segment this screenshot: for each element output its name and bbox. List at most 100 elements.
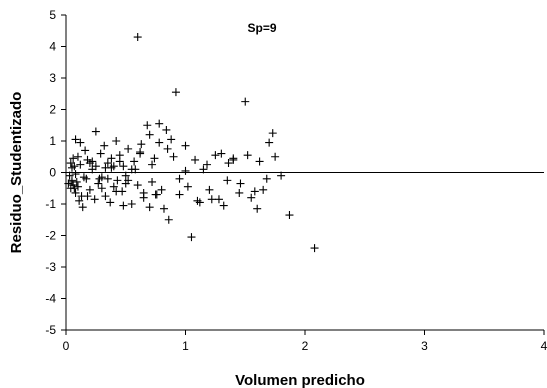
data-point [159, 204, 168, 213]
data-point [195, 198, 204, 207]
y-tick-label: 1 [49, 134, 56, 148]
data-point [155, 119, 164, 128]
data-point [183, 182, 192, 191]
data-point [133, 181, 142, 190]
x-tick-label: 0 [63, 339, 70, 353]
data-point [91, 162, 100, 171]
data-point [90, 195, 99, 204]
data-point [219, 201, 228, 210]
data-point [70, 184, 79, 193]
data-point [285, 211, 294, 220]
data-point [94, 179, 103, 188]
data-point [155, 138, 164, 147]
data-point [217, 149, 226, 158]
data-point [124, 144, 133, 153]
data-point [127, 200, 136, 208]
data-point [255, 157, 264, 166]
data-point [136, 148, 145, 157]
data-point [81, 146, 90, 155]
y-axis-ticks: -5 -4 -3 -2 -1 0 1 2 3 4 5 [45, 8, 66, 337]
data-point [211, 151, 220, 160]
data-point [112, 137, 121, 145]
y-tick-label: -4 [45, 292, 56, 306]
data-point [236, 179, 245, 188]
data-point [113, 176, 122, 185]
data-point [96, 149, 105, 158]
data-point [259, 185, 268, 194]
data-point [181, 141, 190, 150]
data-point [181, 166, 190, 175]
data-point [71, 170, 80, 179]
data-point [229, 155, 238, 164]
y-tick-label: 4 [49, 40, 56, 54]
data-point [175, 190, 184, 199]
data-point [109, 162, 118, 171]
data-point [243, 151, 252, 160]
data-point [148, 177, 157, 186]
data-point [235, 188, 244, 197]
data-point [224, 159, 233, 168]
data-point [71, 135, 80, 144]
data-point [85, 159, 94, 168]
x-tick-label: 3 [421, 339, 428, 353]
x-tick-label: 1 [182, 339, 189, 353]
data-point [103, 159, 112, 168]
data-point [76, 138, 85, 147]
data-point [271, 152, 280, 161]
data-point [139, 188, 148, 197]
data-point [95, 174, 104, 183]
data-point [78, 203, 87, 212]
data-point [103, 174, 112, 183]
data-point [106, 198, 115, 207]
data-point [73, 152, 82, 161]
data-point [73, 182, 82, 191]
data-point [67, 177, 76, 186]
data-point [265, 138, 274, 147]
data-point [253, 204, 262, 213]
data-point [119, 162, 128, 171]
data-point [70, 162, 79, 171]
data-point [223, 176, 232, 185]
data-point [262, 174, 271, 183]
x-tick-label: 4 [541, 339, 547, 353]
data-point [162, 125, 171, 134]
data-point [191, 155, 200, 164]
y-tick-label: -2 [45, 229, 56, 243]
data-point [109, 182, 118, 191]
y-tick-label: -3 [45, 260, 56, 274]
y-tick-label: 2 [49, 103, 56, 117]
data-point [124, 176, 133, 185]
y-tick-label: -1 [45, 197, 56, 211]
data-point [119, 201, 128, 210]
data-point [115, 157, 124, 166]
data-point [76, 160, 85, 169]
annotation-label: Sp=9 [247, 21, 276, 35]
data-point [145, 130, 154, 139]
y-tick-label: 3 [49, 71, 56, 85]
data-point [241, 97, 250, 106]
data-point [75, 196, 84, 205]
data-point [100, 141, 109, 150]
data-point [150, 154, 159, 163]
data-point [157, 185, 166, 194]
data-point [151, 190, 160, 199]
data-point [130, 157, 139, 166]
data-point [71, 188, 80, 197]
data-point [247, 193, 256, 202]
data-point [69, 154, 78, 163]
data-point [175, 174, 184, 183]
data-point [214, 195, 223, 204]
data-point [145, 203, 154, 212]
y-tick-label: -5 [45, 323, 56, 337]
x-tick-label: 2 [302, 339, 309, 353]
data-point [79, 173, 88, 182]
data-point [169, 152, 178, 161]
data-point [77, 192, 86, 201]
data-point [148, 160, 157, 169]
data-point [133, 33, 142, 42]
data-point [310, 244, 319, 253]
data-point [143, 121, 152, 130]
data-point [207, 195, 216, 204]
y-tick-label: 5 [49, 8, 56, 22]
